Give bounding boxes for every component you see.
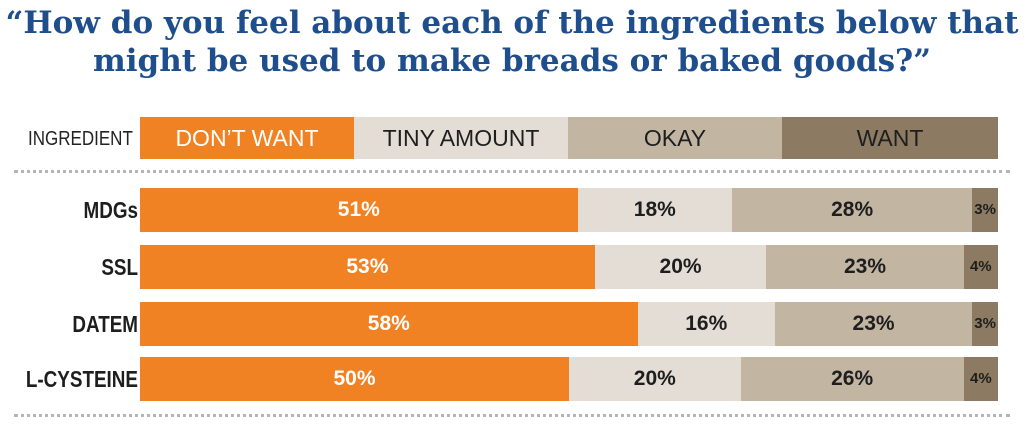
bar-ssl: 53% 20% 23% 4% (140, 245, 998, 289)
bar-segment-mdgs-1: 51% (140, 188, 578, 232)
divider-top (14, 170, 1010, 173)
bar-segment-l-cysteine-2: 20% (569, 357, 741, 401)
chart-title: “How do you feel about each of the ingre… (0, 4, 1024, 80)
bar-segment-l-cysteine-3: 26% (740, 357, 964, 401)
bar-mdgs: 51% 18% 28% 3% (140, 188, 998, 232)
row-label-ssl: SSL (101, 254, 138, 280)
bar-segment-datem-3: 23% (774, 302, 973, 346)
legend-item-2: TINY AMOUNT (354, 117, 568, 159)
bar-segment-ssl-2: 20% (594, 245, 767, 289)
row-label-l-cysteine: L-CYSTEINE (25, 366, 139, 392)
bar-segment-mdgs-4: 3% (972, 188, 998, 232)
title-line-1: “How do you feel about each of the ingre… (5, 5, 1019, 41)
bar-datem: 58% 16% 23% 3% (140, 302, 998, 346)
ingredient-header: INGREDIENT (28, 128, 133, 150)
bar-segment-datem-2: 16% (637, 302, 775, 346)
bar-segment-l-cysteine-1: 50% (140, 357, 569, 401)
bar-segment-mdgs-2: 18% (577, 188, 733, 232)
legend-item-4: WANT (782, 117, 998, 159)
legend-item-1: DON’T WANT (140, 117, 354, 159)
bar-segment-ssl-1: 53% (140, 245, 595, 289)
bar-segment-l-cysteine-4: 4% (963, 357, 998, 401)
bar-segment-ssl-4: 4% (963, 245, 998, 289)
bar-segment-mdgs-3: 28% (732, 188, 973, 232)
row-label-mdgs: MDGs (83, 197, 138, 223)
row-label-datem: DATEM (72, 311, 138, 337)
bar-l-cysteine: 50% 20% 26% 4% (140, 357, 998, 401)
divider-bottom (14, 414, 1010, 417)
legend-item-3: OKAY (568, 117, 782, 159)
bar-segment-datem-1: 58% (140, 302, 638, 346)
legend: DON’T WANT TINY AMOUNT OKAY WANT (140, 117, 998, 159)
bar-segment-ssl-3: 23% (766, 245, 964, 289)
title-line-2: might be used to make breads or baked go… (92, 43, 932, 79)
bar-segment-datem-4: 3% (972, 302, 998, 346)
